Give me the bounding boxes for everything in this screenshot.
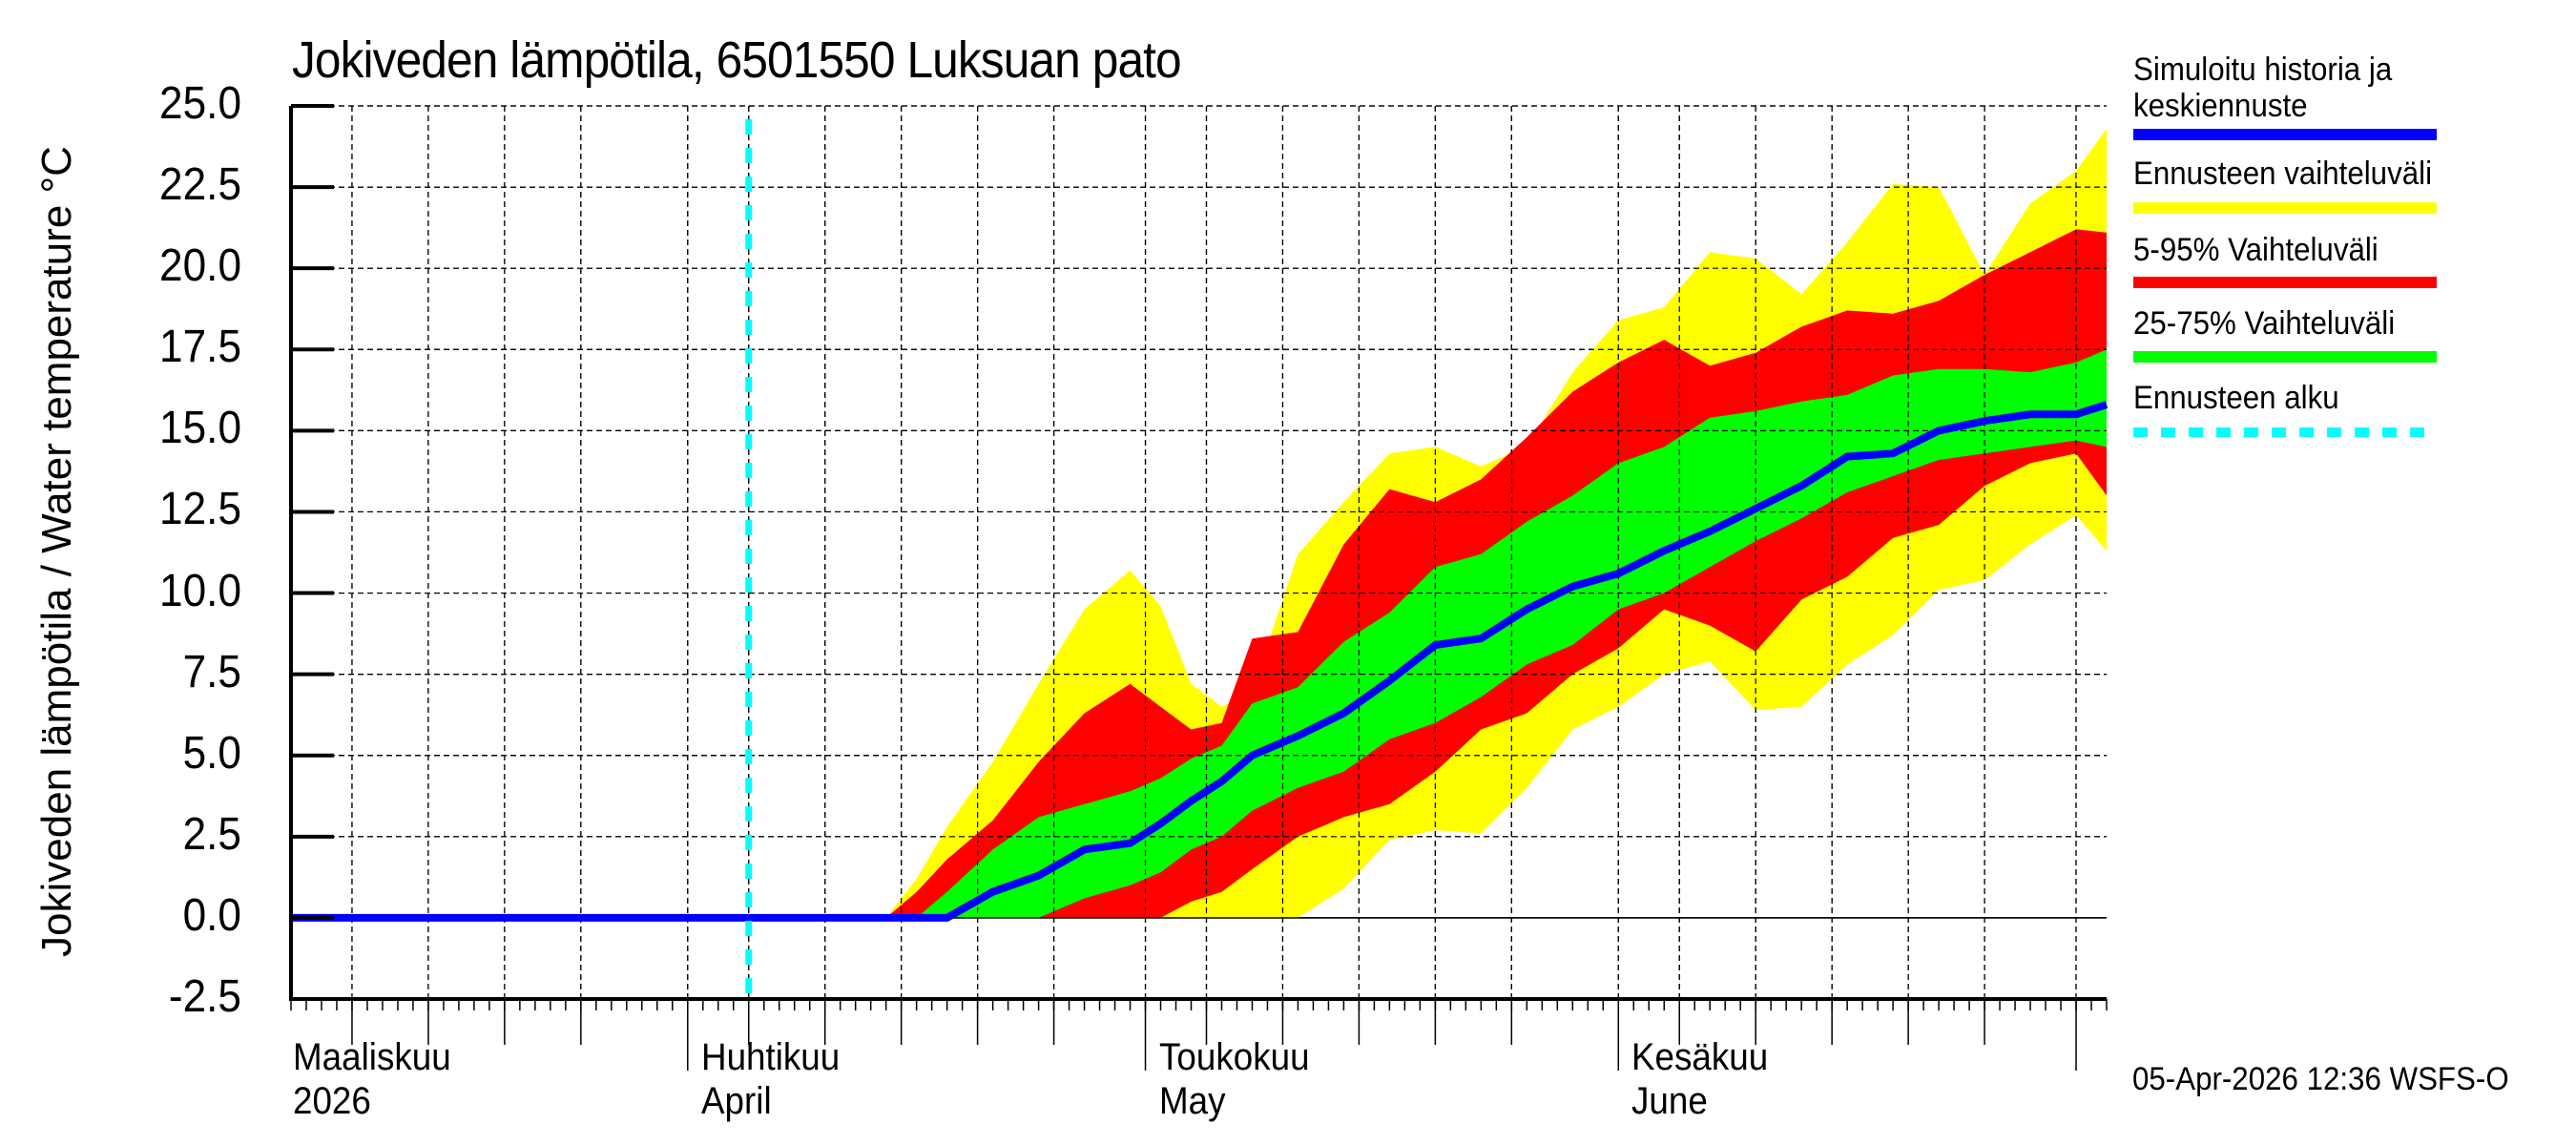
y-tick-label: 2.5	[182, 808, 241, 860]
legend-swatch-median	[2133, 129, 2437, 140]
legend-swatch-5-95	[2133, 277, 2437, 288]
y-tick-label: -2.5	[168, 971, 241, 1022]
timestamp-footer: 05-Apr-2026 12:36 WSFS-O	[2132, 1061, 2509, 1097]
band-25-75	[291, 349, 2107, 918]
legend-label-median: Simuloitu historia ja keskiennuste	[2133, 52, 2393, 124]
chart-title: Jokiveden lämpötila, 6501550 Luksuan pat…	[292, 31, 1182, 89]
legend-swatch-range	[2133, 202, 2437, 214]
y-tick-label: 25.0	[159, 78, 241, 129]
band-min-max	[291, 128, 2107, 918]
legend-label-25-75: 25-75% Vaihteluväli	[2133, 305, 2396, 342]
median-line	[291, 401, 2109, 922]
y-tick-label: 12.5	[159, 484, 241, 535]
y-tick-label: 7.5	[182, 646, 241, 697]
y-tick-label: 17.5	[159, 322, 241, 373]
y-tick-label: 5.0	[182, 727, 241, 779]
band-5-95	[291, 229, 2107, 918]
x-month-label: Maaliskuu 2026	[293, 1036, 451, 1122]
legend-label-5-95: 5-95% Vaihteluväli	[2133, 232, 2379, 268]
y-tick-label: 15.0	[159, 403, 241, 454]
y-tick-label: 0.0	[182, 889, 241, 941]
y-tick-label: 20.0	[159, 240, 241, 292]
y-tick-label: 22.5	[159, 159, 241, 211]
legend-swatch-25-75	[2133, 351, 2437, 363]
x-month-label: Toukokuu May	[1158, 1036, 1310, 1122]
legend-swatch-forecast-start	[2133, 427, 2437, 437]
y-tick-label: 10.0	[159, 565, 241, 616]
legend-label-range: Ennusteen vaihteluväli	[2133, 156, 2433, 192]
x-month-label: Kesäkuu June	[1631, 1036, 1769, 1122]
legend-label-forecast-start: Ennusteen alku	[2133, 380, 2339, 416]
x-month-label: Huhtikuu April	[700, 1036, 841, 1122]
